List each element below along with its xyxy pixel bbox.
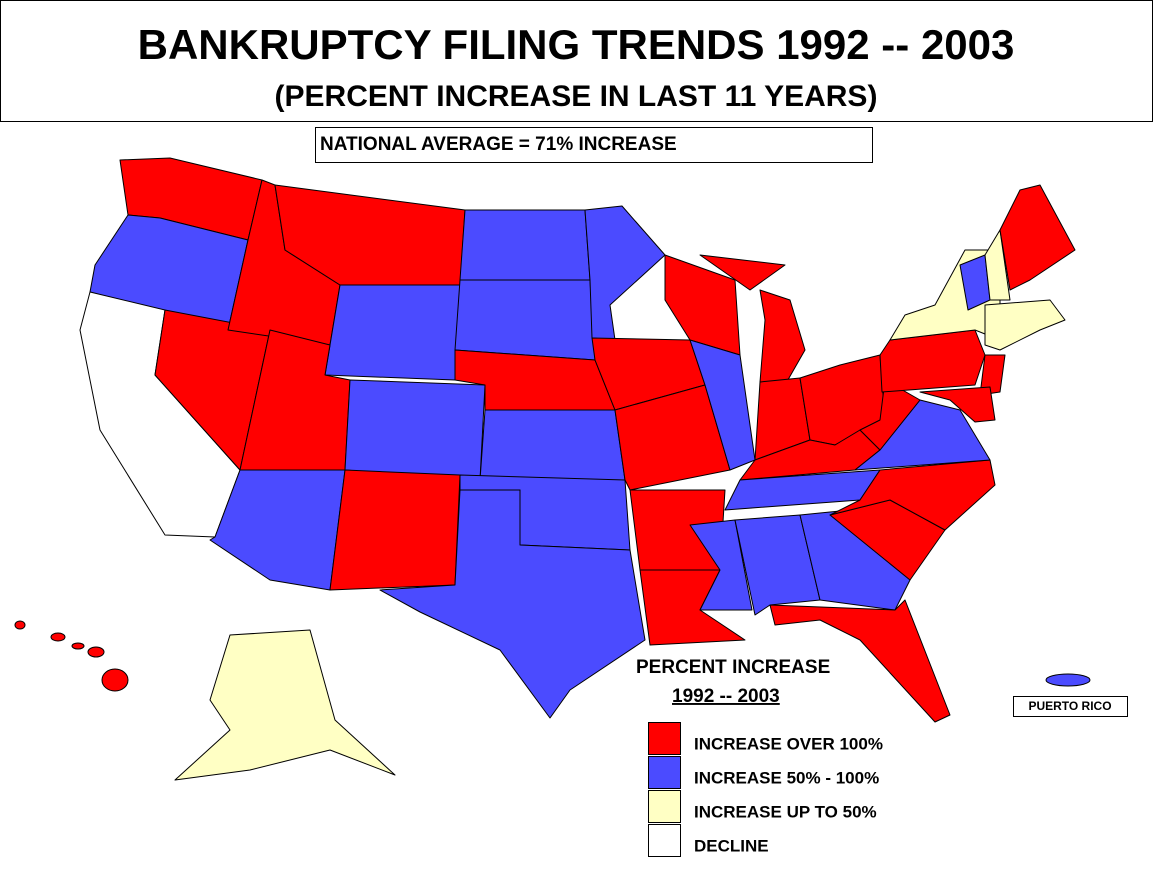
territory-label: PUERTO RICO xyxy=(1028,699,1111,713)
title-box xyxy=(0,0,1153,122)
state xyxy=(639,569,746,646)
legend-label: INCREASE UP TO 50% xyxy=(694,802,877,821)
title: BANKRUPTCY FILING TRENDS 1992 -- 2003 xyxy=(138,21,1015,68)
state xyxy=(324,284,461,381)
legend-label: DECLINE xyxy=(694,836,769,855)
state xyxy=(614,384,731,491)
territory-box xyxy=(1013,696,1128,717)
puerto-rico xyxy=(1045,673,1091,687)
state xyxy=(689,519,753,611)
legend-subtitle: 1992 -- 2003 xyxy=(672,686,780,707)
legend-swatch xyxy=(648,790,681,823)
state xyxy=(759,289,806,386)
state xyxy=(584,205,666,341)
hawaii-island xyxy=(14,620,26,630)
note-box xyxy=(315,127,873,163)
subtitle: (PERCENT INCREASE IN LAST 11 YEARS) xyxy=(275,80,878,113)
state xyxy=(999,184,1076,291)
legend-label: INCREASE 50% - 100% xyxy=(694,768,879,787)
state xyxy=(689,339,756,471)
state xyxy=(329,469,461,591)
hawaii-island xyxy=(101,668,129,692)
state xyxy=(984,299,1066,351)
national-average: NATIONAL AVERAGE = 71% INCREASE xyxy=(320,134,677,155)
legend-title: PERCENT INCREASE xyxy=(636,657,830,678)
alaska xyxy=(174,629,396,781)
legend-label: INCREASE OVER 100% xyxy=(694,734,883,753)
legend-swatch xyxy=(648,722,681,755)
state xyxy=(829,459,996,531)
legend: INCREASE OVER 100% INCREASE 50% - 100% INC… xyxy=(648,722,883,857)
hawaii-island xyxy=(71,642,85,650)
state xyxy=(979,354,1006,396)
state xyxy=(454,279,596,361)
legend-swatch xyxy=(648,824,681,857)
state xyxy=(769,599,951,723)
hawaii-island xyxy=(87,646,105,658)
state xyxy=(344,379,486,481)
state xyxy=(479,409,626,481)
state xyxy=(984,229,1011,301)
state xyxy=(459,209,591,281)
state xyxy=(379,489,646,719)
state xyxy=(919,386,996,423)
hawaii-island xyxy=(50,632,66,642)
state xyxy=(734,514,821,616)
state xyxy=(854,399,991,471)
legend-swatch xyxy=(648,756,681,789)
states xyxy=(14,157,1091,781)
state xyxy=(699,254,786,291)
